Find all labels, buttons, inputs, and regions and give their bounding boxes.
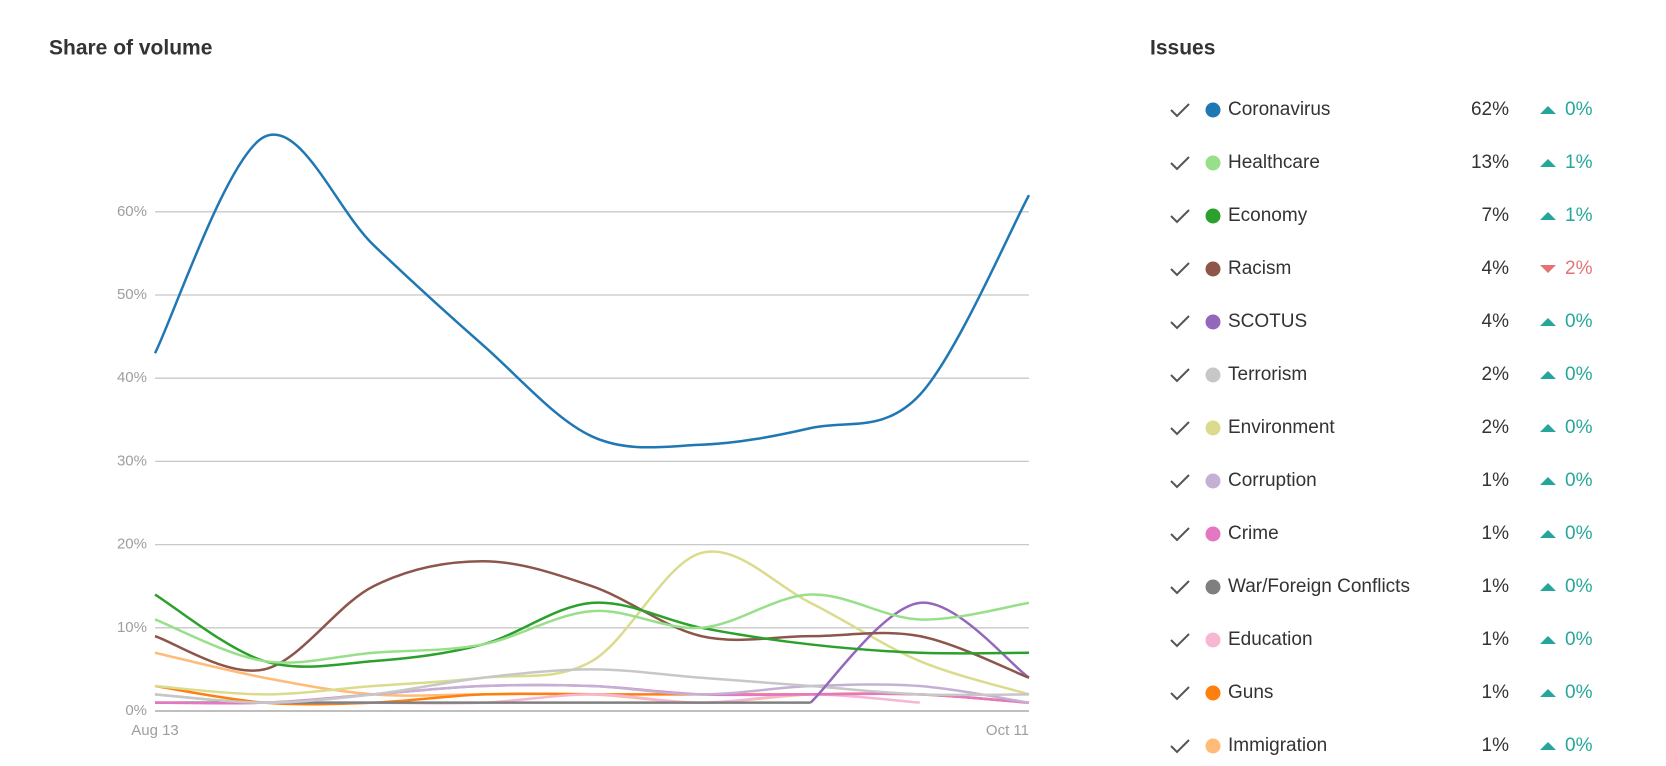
check-icon[interactable] xyxy=(1170,580,1190,595)
legend-change: 1% xyxy=(1565,205,1593,226)
legend-share: 7% xyxy=(1482,205,1510,226)
check-icon[interactable] xyxy=(1170,474,1190,489)
series-line xyxy=(154,550,1030,696)
series-line xyxy=(154,593,1030,664)
legend-dot xyxy=(1205,738,1221,754)
trend-arrow xyxy=(1540,159,1556,167)
y-tick-label: 50% xyxy=(117,286,147,303)
x-tick-label: Aug 13 xyxy=(131,722,179,739)
legend-dot xyxy=(1205,473,1221,489)
legend-share: 1% xyxy=(1482,576,1510,597)
legend-name: Education xyxy=(1228,629,1313,650)
trend-arrow xyxy=(1540,371,1556,379)
legend-share: 4% xyxy=(1482,258,1510,279)
y-tick-label: 40% xyxy=(117,369,147,386)
legend-change: 0% xyxy=(1565,576,1593,597)
check-icon[interactable] xyxy=(1170,527,1190,542)
check-icon[interactable] xyxy=(1170,368,1190,383)
trend-arrow xyxy=(1540,742,1556,750)
legend-share: 1% xyxy=(1482,682,1510,703)
trend-arrow xyxy=(1540,212,1556,220)
legend-dot xyxy=(1205,367,1221,383)
legend-dot xyxy=(1205,685,1221,701)
trend-arrow xyxy=(1540,318,1556,326)
trend-arrow xyxy=(1540,477,1556,485)
legend-dot xyxy=(1205,526,1221,542)
legend-name: Terrorism xyxy=(1228,364,1307,385)
legend-share: 62% xyxy=(1471,99,1509,120)
legend-dot xyxy=(1205,632,1221,648)
trend-arrow xyxy=(1540,636,1556,644)
legend-dot xyxy=(1205,155,1221,171)
legend-name: Corruption xyxy=(1228,470,1317,491)
check-icon[interactable] xyxy=(1170,103,1190,118)
legend-name: Healthcare xyxy=(1228,152,1320,173)
trend-arrow xyxy=(1540,424,1556,432)
y-tick-label: 0% xyxy=(125,702,147,719)
legend-change: 0% xyxy=(1565,364,1593,385)
check-icon[interactable] xyxy=(1170,421,1190,436)
legend-share: 1% xyxy=(1482,629,1510,650)
legend-dot xyxy=(1205,420,1221,436)
chart-title: Share of volume xyxy=(49,37,212,60)
legend-share: 13% xyxy=(1471,152,1509,173)
x-tick-label: Oct 11 xyxy=(986,722,1029,739)
trend-arrow xyxy=(1540,265,1556,273)
series-line xyxy=(809,601,1030,704)
check-icon[interactable] xyxy=(1170,315,1190,330)
trend-arrow xyxy=(1540,530,1556,538)
legend-name: Crime xyxy=(1228,523,1279,544)
legend-change: 0% xyxy=(1565,417,1593,438)
legend-share: 2% xyxy=(1482,364,1510,385)
legend-dot xyxy=(1205,102,1221,118)
legend-name: Economy xyxy=(1228,205,1308,226)
legend-name: Guns xyxy=(1228,682,1273,703)
legend-change: 0% xyxy=(1565,629,1593,650)
legend-share: 1% xyxy=(1482,470,1510,491)
legend-share: 2% xyxy=(1482,417,1510,438)
y-tick-label: 60% xyxy=(117,203,147,220)
legend-dot xyxy=(1205,208,1221,224)
trend-arrow xyxy=(1540,583,1556,591)
check-icon[interactable] xyxy=(1170,686,1190,701)
check-icon[interactable] xyxy=(1170,739,1190,754)
legend-dot xyxy=(1205,314,1221,330)
check-icon[interactable] xyxy=(1170,262,1190,277)
legend-change: 1% xyxy=(1565,152,1593,173)
legend-name: War/Foreign Conflicts xyxy=(1228,576,1410,597)
legend-share: 4% xyxy=(1482,311,1510,332)
check-icon[interactable] xyxy=(1170,209,1190,224)
legend-name: Racism xyxy=(1228,258,1291,279)
series-line xyxy=(153,133,1031,449)
legend-change: 0% xyxy=(1565,523,1593,544)
legend-name: SCOTUS xyxy=(1228,311,1307,332)
y-tick-label: 10% xyxy=(117,619,147,636)
series-line xyxy=(154,593,1030,668)
legend-change: 0% xyxy=(1565,682,1593,703)
legend-change: 0% xyxy=(1565,311,1593,332)
legend-name: Immigration xyxy=(1228,735,1327,756)
legend-name: Coronavirus xyxy=(1228,99,1330,120)
legend-change: 0% xyxy=(1565,470,1593,491)
legend-share: 1% xyxy=(1482,735,1510,756)
check-icon[interactable] xyxy=(1170,633,1190,648)
legend-dot xyxy=(1205,261,1221,277)
trend-arrow xyxy=(1540,106,1556,114)
y-tick-label: 30% xyxy=(117,452,147,469)
legend-change: 2% xyxy=(1565,258,1593,279)
series-line xyxy=(154,668,1030,704)
trend-arrow xyxy=(1540,689,1556,697)
legend-share: 1% xyxy=(1482,523,1510,544)
check-icon[interactable] xyxy=(1170,156,1190,171)
legend-title: Issues xyxy=(1150,37,1215,60)
legend-change: 0% xyxy=(1565,99,1593,120)
legend-dot xyxy=(1205,579,1221,595)
legend-change: 0% xyxy=(1565,735,1593,756)
legend-name: Environment xyxy=(1228,417,1335,438)
series-line xyxy=(154,559,1030,679)
y-tick-label: 20% xyxy=(117,536,147,553)
